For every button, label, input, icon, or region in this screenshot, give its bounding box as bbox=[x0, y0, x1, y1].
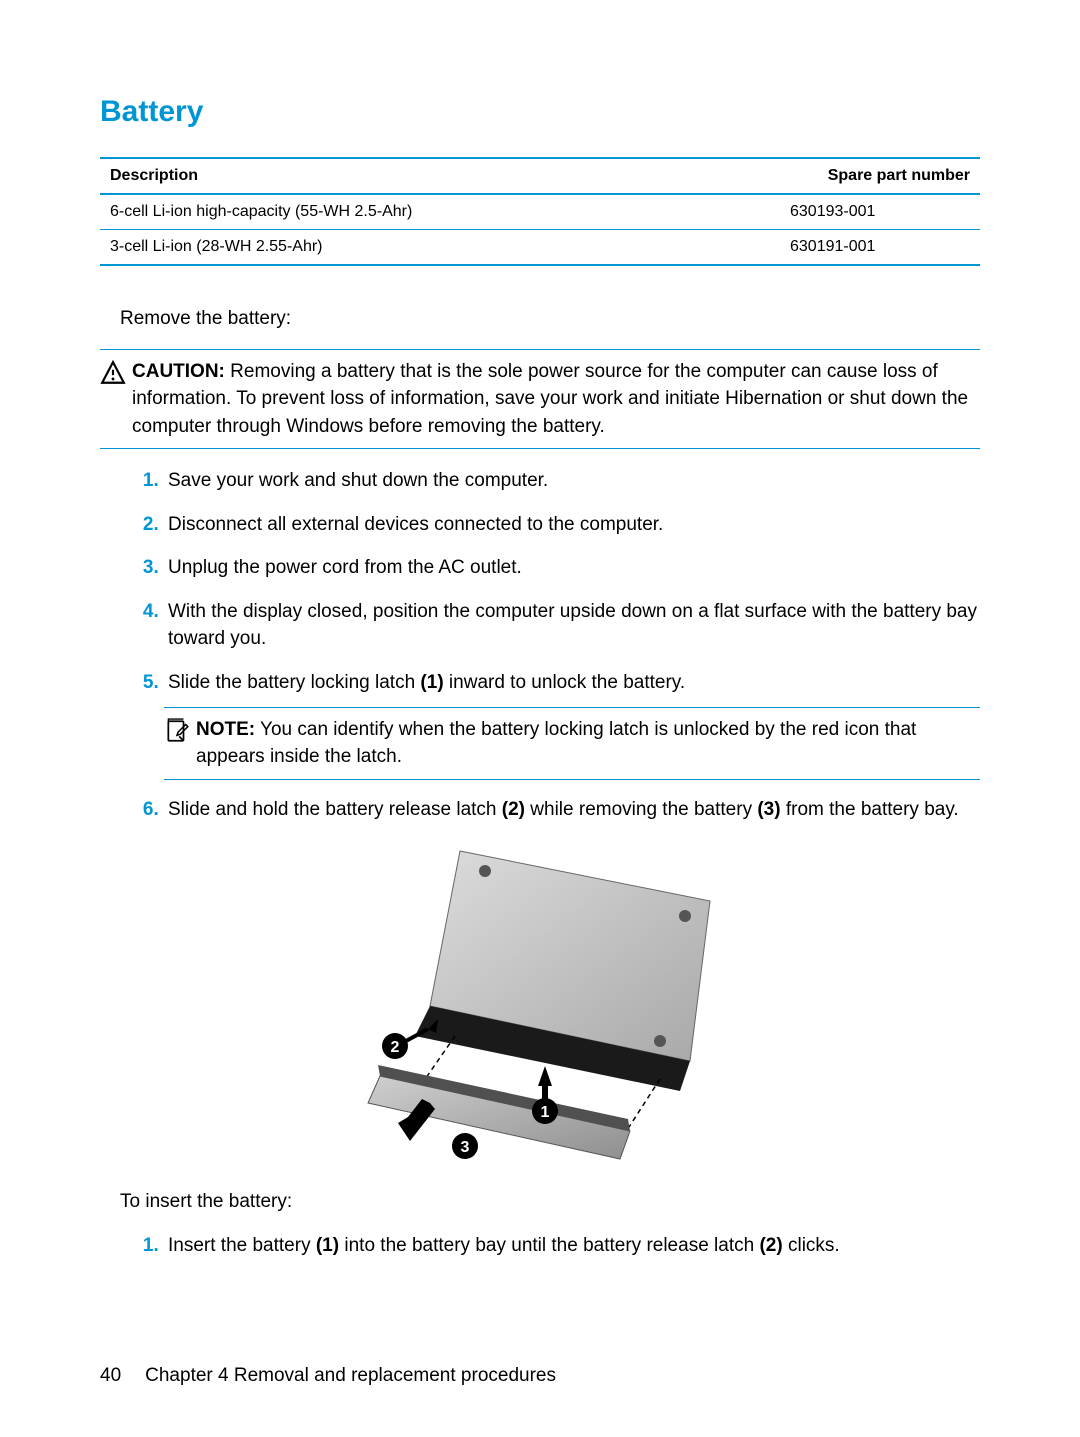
insert-steps: Insert the battery (1) into the battery … bbox=[100, 1232, 980, 1260]
caution-label: CAUTION: bbox=[132, 361, 225, 382]
caution-text: Removing a battery that is the sole powe… bbox=[132, 361, 968, 437]
cell-spn: 630193-001 bbox=[750, 194, 980, 230]
step-text: Unplug the power cord from the AC outlet… bbox=[168, 557, 522, 578]
svg-text:1: 1 bbox=[541, 1104, 550, 1121]
step-text: Disconnect all external devices connecte… bbox=[168, 514, 663, 535]
illus-label-1: 1 bbox=[532, 1098, 558, 1124]
note-icon bbox=[164, 718, 190, 744]
step-text: Insert the battery (1) into the battery … bbox=[168, 1235, 840, 1256]
step-text: With the display closed, position the co… bbox=[168, 601, 977, 650]
list-item: With the display closed, position the co… bbox=[164, 598, 980, 653]
parts-table: Description Spare part number 6-cell Li-… bbox=[100, 157, 980, 266]
caution-icon bbox=[100, 360, 126, 386]
note-content: NOTE: You can identify when the battery … bbox=[196, 716, 980, 771]
step-text: Slide and hold the battery release latch… bbox=[168, 799, 959, 820]
note-label: NOTE: bbox=[196, 719, 255, 740]
note-callout: NOTE: You can identify when the battery … bbox=[164, 707, 980, 780]
cell-description: 3-cell Li-ion (28-WH 2.55-Ahr) bbox=[100, 230, 750, 266]
page-footer: 40 Chapter 4 Removal and replacement pro… bbox=[100, 1365, 980, 1387]
table-row: 3-cell Li-ion (28-WH 2.55-Ahr) 630191-00… bbox=[100, 230, 980, 266]
list-item: Slide and hold the battery release latch… bbox=[164, 796, 980, 824]
caution-callout: CAUTION: Removing a battery that is the … bbox=[100, 349, 980, 450]
list-item: Slide the battery locking latch (1) inwa… bbox=[164, 669, 980, 780]
remove-intro: Remove the battery: bbox=[120, 306, 980, 333]
illustration-wrap: 1 2 3 bbox=[100, 841, 980, 1161]
battery-removal-illustration: 1 2 3 bbox=[350, 841, 730, 1161]
note-text: You can identify when the battery lockin… bbox=[196, 719, 916, 768]
section-title: Battery bbox=[100, 95, 980, 129]
page: Battery Description Spare part number 6-… bbox=[0, 0, 1080, 1437]
table-header-row: Description Spare part number bbox=[100, 158, 980, 194]
page-number: 40 bbox=[100, 1365, 121, 1387]
cell-description: 6-cell Li-ion high-capacity (55-WH 2.5-A… bbox=[100, 194, 750, 230]
svg-text:3: 3 bbox=[461, 1139, 470, 1156]
table-row: 6-cell Li-ion high-capacity (55-WH 2.5-A… bbox=[100, 194, 980, 230]
col-spare-part-number: Spare part number bbox=[750, 158, 980, 194]
list-item: Save your work and shut down the compute… bbox=[164, 467, 980, 495]
insert-intro: To insert the battery: bbox=[120, 1189, 980, 1216]
svg-text:2: 2 bbox=[391, 1039, 400, 1056]
chapter-title: Chapter 4 Removal and replacement proced… bbox=[145, 1365, 556, 1387]
caution-content: CAUTION: Removing a battery that is the … bbox=[132, 358, 980, 441]
col-description: Description bbox=[100, 158, 750, 194]
step-text: Slide the battery locking latch (1) inwa… bbox=[168, 672, 685, 693]
list-item: Disconnect all external devices connecte… bbox=[164, 511, 980, 539]
list-item: Unplug the power cord from the AC outlet… bbox=[164, 554, 980, 582]
list-item: Insert the battery (1) into the battery … bbox=[164, 1232, 980, 1260]
illus-label-3: 3 bbox=[452, 1133, 478, 1159]
cell-spn: 630191-001 bbox=[750, 230, 980, 266]
illus-label-2: 2 bbox=[382, 1033, 408, 1059]
remove-steps: Save your work and shut down the compute… bbox=[100, 467, 980, 823]
step-text: Save your work and shut down the compute… bbox=[168, 470, 548, 491]
